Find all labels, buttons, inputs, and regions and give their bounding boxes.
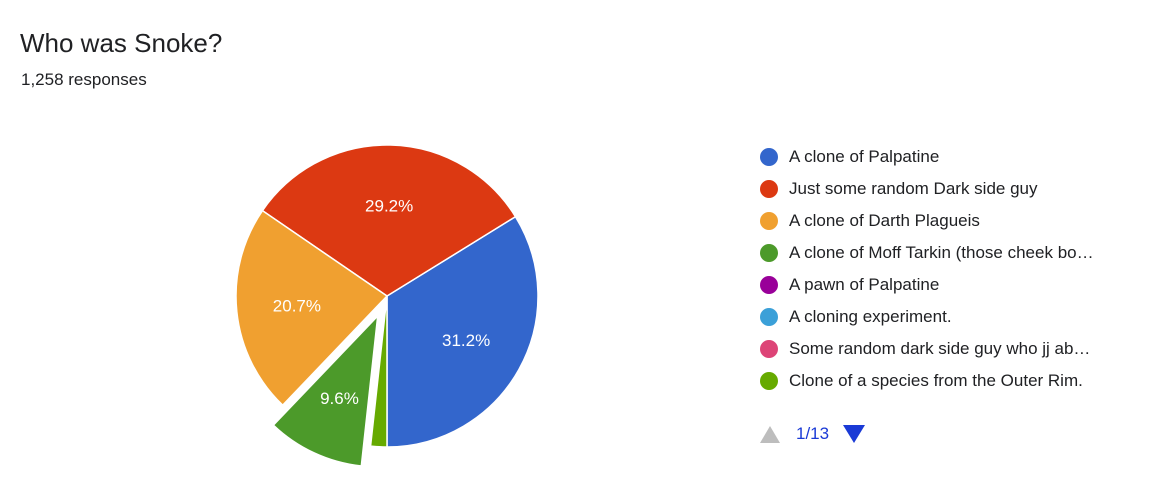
legend-swatch-1 <box>760 180 778 198</box>
legend-item-4: A pawn of Palpatine <box>760 269 1160 301</box>
pager-up-icon[interactable] <box>760 425 780 443</box>
legend-label-4: A pawn of Palpatine <box>789 275 940 294</box>
legend-label-0: A clone of Palpatine <box>789 147 940 166</box>
legend-label-1: Just some random Dark side guy <box>789 179 1038 198</box>
legend-label-5: A cloning experiment. <box>789 307 952 326</box>
legend-item-3: A clone of Moff Tarkin (those cheek bo… <box>760 237 1160 269</box>
legend-item-0: A clone of Palpatine <box>760 141 1160 173</box>
pie-chart: 31.2% 29.2% 20.7% 9.6% <box>235 144 539 467</box>
pie-slice-7 <box>369 295 388 448</box>
legend-swatch-0 <box>760 148 778 166</box>
legend-swatch-5 <box>760 308 778 326</box>
legend-item-1: Just some random Dark side guy <box>760 173 1160 205</box>
pie-slice-label-3: 9.6% <box>320 389 359 408</box>
pie-slice-2 <box>235 209 389 407</box>
legend-label-6: Some random dark side guy who jj ab… <box>789 339 1091 358</box>
legend-label-3: A clone of Moff Tarkin (those cheek bo… <box>789 243 1094 262</box>
pager-down-icon[interactable] <box>843 425 866 443</box>
legend-label-7: Clone of a species from the Outer Rim. <box>789 371 1083 390</box>
pie-slice-label-0: 31.2% <box>442 331 490 350</box>
legend: A clone of Palpatine Just some random Dar… <box>760 141 1160 397</box>
pie-slice-3 <box>272 313 379 467</box>
legend-swatch-3 <box>760 244 778 262</box>
pie-slice-0 <box>386 215 539 448</box>
legend-label-2: A clone of Darth Plagueis <box>789 211 980 230</box>
legend-swatch-6 <box>760 340 778 358</box>
pie-slice-label-1: 29.2% <box>365 196 413 215</box>
chart-title: Who was Snoke? <box>20 28 223 58</box>
legend-swatch-7 <box>760 372 778 390</box>
pie-slice-label-2: 20.7% <box>273 296 321 315</box>
legend-swatch-2 <box>760 212 778 230</box>
legend-swatch-4 <box>760 276 778 294</box>
legend-item-6: Some random dark side guy who jj ab… <box>760 333 1160 365</box>
pie-slice-1 <box>261 144 517 297</box>
legend-pager: 1/13 <box>760 424 866 444</box>
legend-item-7: Clone of a species from the Outer Rim. <box>760 365 1160 397</box>
response-count: 1,258 responses <box>21 70 147 89</box>
legend-item-2: A clone of Darth Plagueis <box>760 205 1160 237</box>
legend-item-5: A cloning experiment. <box>760 301 1160 333</box>
pager-text: 1/13 <box>796 424 830 443</box>
